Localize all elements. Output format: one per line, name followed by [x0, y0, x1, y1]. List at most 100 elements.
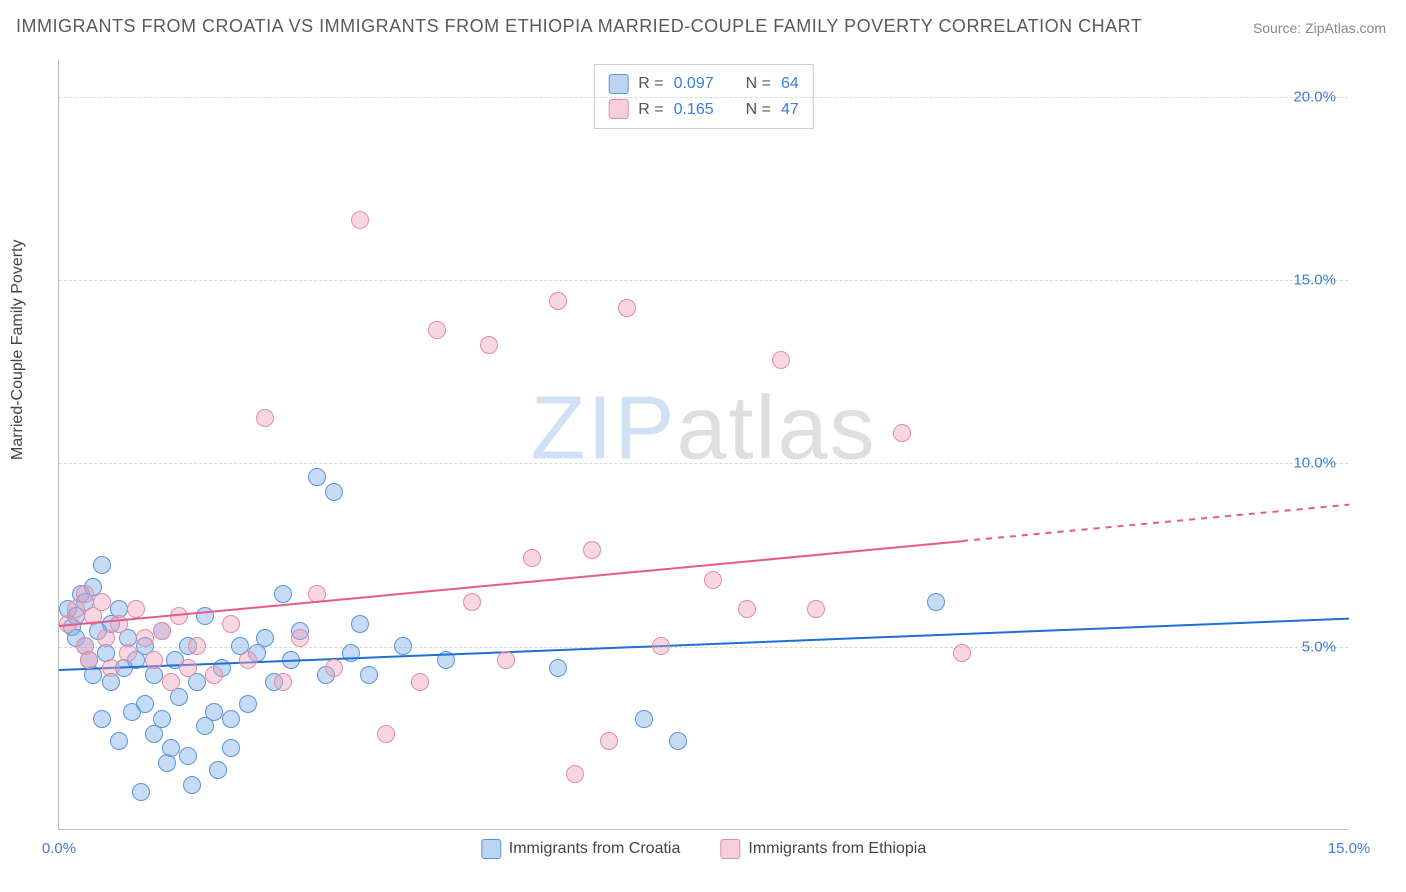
scatter-point-croatia	[325, 483, 343, 501]
scatter-point-ethiopia	[239, 651, 257, 669]
scatter-point-croatia	[93, 710, 111, 728]
scatter-point-ethiopia	[256, 409, 274, 427]
y-axis-label: Married-Couple Family Poverty	[9, 239, 27, 460]
y-tick-label: 10.0%	[1293, 455, 1336, 472]
scatter-point-ethiopia	[222, 615, 240, 633]
scatter-point-ethiopia	[325, 659, 343, 677]
scatter-point-ethiopia	[600, 732, 618, 750]
scatter-point-ethiopia	[807, 600, 825, 618]
scatter-point-croatia	[635, 710, 653, 728]
scatter-point-croatia	[205, 703, 223, 721]
scatter-point-ethiopia	[76, 585, 94, 603]
scatter-point-ethiopia	[480, 336, 498, 354]
series-legend: Immigrants from Croatia Immigrants from …	[481, 839, 926, 859]
scatter-point-croatia	[162, 739, 180, 757]
scatter-point-ethiopia	[179, 659, 197, 677]
legend-swatch-blue	[481, 839, 501, 859]
scatter-point-croatia	[274, 585, 292, 603]
trend-line-ethiopia	[962, 504, 1349, 542]
scatter-point-ethiopia	[549, 292, 567, 310]
legend-item-ethiopia: Immigrants from Ethiopia	[720, 839, 926, 859]
x-tick-label: 15.0%	[1328, 840, 1371, 857]
scatter-point-croatia	[351, 615, 369, 633]
trend-line-ethiopia	[59, 540, 962, 627]
scatter-point-ethiopia	[274, 673, 292, 691]
scatter-point-croatia	[549, 659, 567, 677]
scatter-point-ethiopia	[428, 321, 446, 339]
scatter-point-ethiopia	[583, 541, 601, 559]
scatter-point-ethiopia	[127, 600, 145, 618]
y-tick-label: 20.0%	[1293, 88, 1336, 105]
scatter-point-ethiopia	[188, 637, 206, 655]
gridline	[59, 97, 1348, 98]
scatter-point-ethiopia	[377, 725, 395, 743]
scatter-point-croatia	[179, 747, 197, 765]
n-label: N =	[746, 71, 771, 97]
r-label: R =	[638, 97, 663, 123]
scatter-point-ethiopia	[119, 644, 137, 662]
scatter-point-ethiopia	[652, 637, 670, 655]
scatter-point-ethiopia	[411, 673, 429, 691]
gridline	[59, 463, 1348, 464]
scatter-point-croatia	[93, 556, 111, 574]
scatter-point-ethiopia	[497, 651, 515, 669]
scatter-point-croatia	[239, 695, 257, 713]
scatter-point-croatia	[222, 710, 240, 728]
scatter-point-ethiopia	[618, 299, 636, 317]
legend-item-croatia: Immigrants from Croatia	[481, 839, 681, 859]
scatter-point-croatia	[110, 732, 128, 750]
scatter-point-ethiopia	[738, 600, 756, 618]
scatter-point-ethiopia	[136, 629, 154, 647]
scatter-point-ethiopia	[351, 211, 369, 229]
scatter-point-ethiopia	[566, 765, 584, 783]
scatter-point-ethiopia	[953, 644, 971, 662]
source-attribution: Source: ZipAtlas.com	[1253, 20, 1386, 36]
chart-title: IMMIGRANTS FROM CROATIA VS IMMIGRANTS FR…	[16, 16, 1142, 37]
scatter-point-croatia	[927, 593, 945, 611]
n-value: 64	[781, 71, 799, 97]
y-tick-label: 15.0%	[1293, 272, 1336, 289]
scatter-point-croatia	[209, 761, 227, 779]
x-tick-label: 0.0%	[42, 840, 76, 857]
scatter-point-ethiopia	[704, 571, 722, 589]
legend-label: Immigrants from Croatia	[509, 840, 681, 858]
legend-swatch-pink	[608, 99, 628, 119]
plot-area: ZIPatlas R = 0.097 N = 64 R = 0.165 N = …	[58, 60, 1348, 830]
scatter-point-ethiopia	[153, 622, 171, 640]
scatter-point-ethiopia	[205, 666, 223, 684]
r-label: R =	[638, 71, 663, 97]
scatter-point-croatia	[360, 666, 378, 684]
stat-legend-row: R = 0.097 N = 64	[608, 71, 799, 97]
r-value: 0.165	[674, 97, 714, 123]
scatter-point-ethiopia	[893, 424, 911, 442]
y-tick-label: 5.0%	[1302, 638, 1336, 655]
stat-legend-row: R = 0.165 N = 47	[608, 97, 799, 123]
scatter-point-ethiopia	[102, 659, 120, 677]
scatter-point-croatia	[222, 739, 240, 757]
scatter-point-ethiopia	[97, 629, 115, 647]
chart-container: Married-Couple Family Poverty ZIPatlas R…	[48, 60, 1348, 860]
scatter-point-croatia	[394, 637, 412, 655]
n-label: N =	[746, 97, 771, 123]
scatter-point-ethiopia	[463, 593, 481, 611]
scatter-point-ethiopia	[291, 629, 309, 647]
scatter-point-ethiopia	[145, 651, 163, 669]
n-value: 47	[781, 97, 799, 123]
legend-label: Immigrants from Ethiopia	[748, 840, 926, 858]
scatter-point-ethiopia	[80, 651, 98, 669]
scatter-point-croatia	[136, 695, 154, 713]
r-value: 0.097	[674, 71, 714, 97]
scatter-point-ethiopia	[170, 607, 188, 625]
watermark: ZIPatlas	[530, 378, 876, 481]
legend-swatch-blue	[608, 74, 628, 94]
scatter-point-croatia	[183, 776, 201, 794]
scatter-point-croatia	[132, 783, 150, 801]
scatter-point-ethiopia	[772, 351, 790, 369]
scatter-point-ethiopia	[523, 549, 541, 567]
scatter-point-croatia	[256, 629, 274, 647]
gridline	[59, 280, 1348, 281]
legend-swatch-pink	[720, 839, 740, 859]
scatter-point-ethiopia	[93, 593, 111, 611]
scatter-point-croatia	[153, 710, 171, 728]
scatter-point-ethiopia	[110, 615, 128, 633]
